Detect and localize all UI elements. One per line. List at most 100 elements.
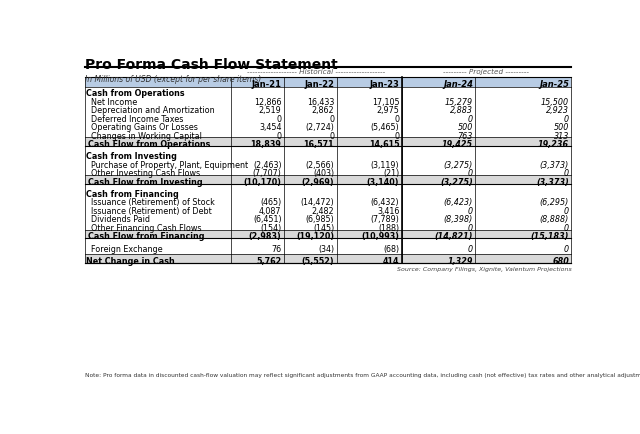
Text: 0: 0: [276, 131, 282, 140]
Bar: [84, 230, 572, 239]
Text: (154): (154): [260, 224, 282, 232]
Text: (8,888): (8,888): [540, 215, 569, 224]
Text: (3,275): (3,275): [444, 161, 473, 169]
Text: Other Financing Cash Flows: Other Financing Cash Flows: [91, 224, 202, 232]
Text: (15,183): (15,183): [531, 232, 569, 241]
Text: 0: 0: [468, 207, 473, 215]
Text: ------------------- Historical -------------------: ------------------- Historical ---------…: [247, 69, 385, 75]
Text: 5,762: 5,762: [256, 256, 282, 266]
Text: 12,866: 12,866: [254, 97, 282, 106]
Text: 2,862: 2,862: [312, 106, 334, 115]
Text: Pro Forma Cash Flow Statement: Pro Forma Cash Flow Statement: [84, 58, 337, 72]
Text: 16,433: 16,433: [307, 97, 334, 106]
Text: (6,295): (6,295): [540, 198, 569, 207]
Text: 19,425: 19,425: [442, 140, 473, 148]
Text: 763: 763: [458, 131, 473, 140]
Text: 2,883: 2,883: [450, 106, 473, 115]
Text: (3,140): (3,140): [367, 178, 399, 186]
Text: (2,463): (2,463): [253, 161, 282, 169]
Text: Dividends Paid: Dividends Paid: [91, 215, 150, 224]
Text: 17,105: 17,105: [372, 97, 399, 106]
Text: Note: Pro forma data in discounted cash-flow valuation may reflect significant a: Note: Pro forma data in discounted cash-…: [84, 372, 640, 378]
Text: (145): (145): [313, 224, 334, 232]
Text: (14,472): (14,472): [300, 198, 334, 207]
Text: Cash Flow from Operations: Cash Flow from Operations: [88, 140, 210, 148]
Text: 414: 414: [383, 256, 399, 266]
Text: 2,482: 2,482: [312, 207, 334, 215]
Text: Cash from Investing: Cash from Investing: [86, 152, 177, 161]
Text: Net Income: Net Income: [91, 97, 137, 106]
Text: Net Change in Cash: Net Change in Cash: [86, 256, 175, 266]
Text: Jan-23: Jan-23: [369, 80, 399, 89]
Text: (2,969): (2,969): [301, 178, 334, 186]
Text: (21): (21): [383, 169, 399, 178]
Text: Changes in Working Capital: Changes in Working Capital: [91, 131, 202, 140]
Bar: [84, 138, 572, 147]
Text: 3,454: 3,454: [259, 123, 282, 132]
Text: Foreign Exchange: Foreign Exchange: [91, 244, 163, 253]
Text: 0: 0: [329, 131, 334, 140]
Text: (8,398): (8,398): [444, 215, 473, 224]
Text: Operating Gains Or Losses: Operating Gains Or Losses: [91, 123, 198, 132]
Text: (2,566): (2,566): [305, 161, 334, 169]
Text: Issuance (Retirement) of Stock: Issuance (Retirement) of Stock: [91, 198, 215, 207]
Text: 0: 0: [564, 114, 569, 123]
Text: 500: 500: [554, 123, 569, 132]
Text: (68): (68): [383, 244, 399, 253]
Text: 2,519: 2,519: [259, 106, 282, 115]
Text: 0: 0: [564, 207, 569, 215]
Text: Jan-22: Jan-22: [304, 80, 334, 89]
Bar: [84, 176, 572, 184]
Text: Purchase of Property, Plant, Equipment: Purchase of Property, Plant, Equipment: [91, 161, 248, 169]
Text: 0: 0: [329, 114, 334, 123]
Text: Cash from Operations: Cash from Operations: [86, 89, 185, 98]
Text: (2,983): (2,983): [249, 232, 282, 241]
Text: (10,993): (10,993): [362, 232, 399, 241]
Text: (7,789): (7,789): [371, 215, 399, 224]
Text: (7,707): (7,707): [253, 169, 282, 178]
Text: 19,236: 19,236: [538, 140, 569, 148]
Text: 0: 0: [564, 224, 569, 232]
Text: (3,119): (3,119): [371, 161, 399, 169]
Text: (5,465): (5,465): [371, 123, 399, 132]
Text: 500: 500: [458, 123, 473, 132]
Text: Cash Flow from Financing: Cash Flow from Financing: [88, 232, 204, 241]
Text: --------- Projected ---------: --------- Projected ---------: [444, 69, 529, 75]
Text: 2,975: 2,975: [376, 106, 399, 115]
Text: Source: Company Filings, Xignite, Valentum Projections: Source: Company Filings, Xignite, Valent…: [397, 266, 572, 271]
Text: 680: 680: [552, 256, 569, 266]
Text: (6,432): (6,432): [371, 198, 399, 207]
Text: (6,985): (6,985): [305, 215, 334, 224]
Text: 3,416: 3,416: [377, 207, 399, 215]
Text: (3,275): (3,275): [440, 178, 473, 186]
Text: Cash Flow from Investing: Cash Flow from Investing: [88, 178, 202, 186]
Text: 76: 76: [271, 244, 282, 253]
Text: 18,839: 18,839: [251, 140, 282, 148]
Text: 15,279: 15,279: [445, 97, 473, 106]
Text: 2,923: 2,923: [546, 106, 569, 115]
Text: (3,373): (3,373): [536, 178, 569, 186]
Text: (5,552): (5,552): [301, 256, 334, 266]
Text: 16,571: 16,571: [303, 140, 334, 148]
Text: Jan-25: Jan-25: [539, 80, 569, 89]
Text: 0: 0: [468, 224, 473, 232]
Text: Issuance (Retirement) of Debt: Issuance (Retirement) of Debt: [91, 207, 212, 215]
Text: Cash from Financing: Cash from Financing: [86, 190, 179, 199]
Text: 0: 0: [394, 131, 399, 140]
Text: (3,373): (3,373): [540, 161, 569, 169]
Text: 0: 0: [468, 244, 473, 253]
Text: (403): (403): [313, 169, 334, 178]
Text: 0: 0: [564, 244, 569, 253]
Text: (14,821): (14,821): [435, 232, 473, 241]
Text: 0: 0: [276, 114, 282, 123]
Text: (19,120): (19,120): [296, 232, 334, 241]
Text: (6,451): (6,451): [253, 215, 282, 224]
Text: 4,087: 4,087: [259, 207, 282, 215]
Text: 0: 0: [468, 114, 473, 123]
Text: (2,724): (2,724): [305, 123, 334, 132]
Text: 15,500: 15,500: [541, 97, 569, 106]
Text: (188): (188): [378, 224, 399, 232]
Text: (6,423): (6,423): [444, 198, 473, 207]
Bar: [84, 78, 572, 87]
Text: Depreciation and Amortization: Depreciation and Amortization: [91, 106, 214, 115]
